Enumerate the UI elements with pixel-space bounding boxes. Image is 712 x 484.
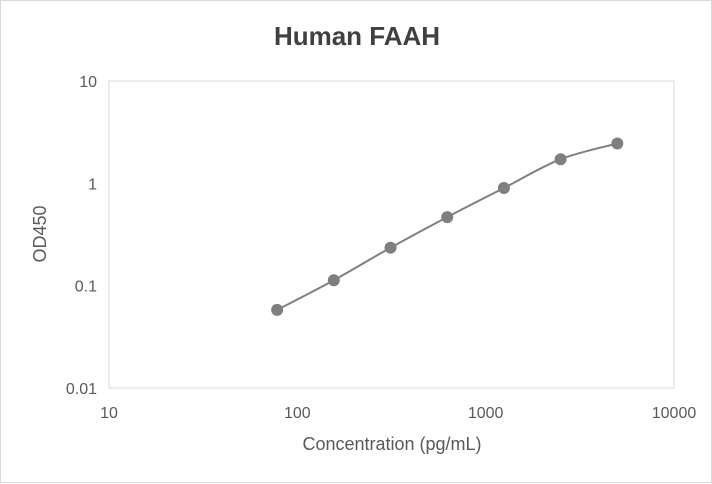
- y-tick-label: 0.01: [66, 381, 97, 398]
- y-tick-label: 10: [79, 74, 97, 91]
- x-tick-label: 10000: [652, 405, 697, 422]
- x-tick-label: 1000: [468, 405, 504, 422]
- y-axis-ticks: 0.01 0.1 1 10: [66, 74, 97, 398]
- x-tick-label: 10: [100, 405, 118, 422]
- data-point: [327, 274, 340, 287]
- y-tick-label: 1: [88, 176, 97, 193]
- y-axis-label: OD450: [30, 205, 50, 262]
- data-point: [271, 303, 284, 316]
- x-tick-label: 100: [284, 405, 311, 422]
- plot-area: [108, 80, 675, 389]
- data-point: [384, 241, 397, 254]
- x-axis-ticks: 10 100 1000 10000: [100, 405, 696, 422]
- data-point: [497, 182, 510, 195]
- series-group: [271, 137, 624, 316]
- data-point: [611, 137, 624, 150]
- x-axis-label: Concentration (pg/mL): [302, 434, 481, 454]
- data-point: [554, 153, 567, 166]
- chart-title: Human FAAH: [274, 21, 440, 51]
- y-tick-label: 0.1: [75, 279, 97, 296]
- data-point: [441, 211, 454, 224]
